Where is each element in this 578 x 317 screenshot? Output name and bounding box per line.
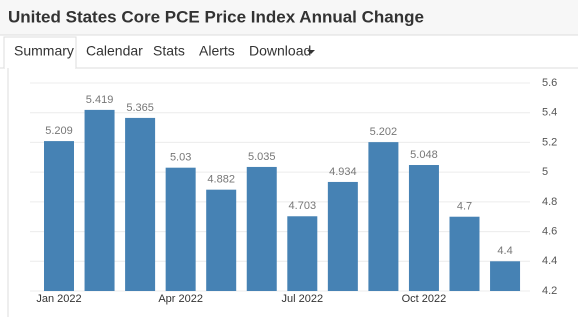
value-label: 5.048 <box>410 149 438 161</box>
value-label: 5.03 <box>170 152 191 164</box>
active-tab-border <box>3 36 77 68</box>
value-label: 5.209 <box>45 125 73 137</box>
value-label: 5.035 <box>248 151 276 163</box>
x-tick-label: Jul 2022 <box>282 293 324 305</box>
x-tick-label: Apr 2022 <box>158 293 203 305</box>
y-tick-label: 4.4 <box>542 255 557 267</box>
tab[interactable]: Alerts <box>199 43 235 59</box>
bar <box>327 181 358 291</box>
dropdown-caret <box>307 50 315 54</box>
tab[interactable]: Summary <box>14 43 74 59</box>
value-label: 5.365 <box>126 102 154 114</box>
value-label: 4.4 <box>497 245 512 257</box>
y-tick-label: 5.4 <box>542 107 557 119</box>
bar <box>490 261 521 291</box>
x-tick-label: Jan 2022 <box>36 293 81 305</box>
bar <box>206 189 237 291</box>
value-label: 5.202 <box>370 126 398 138</box>
y-tick-label: 4.8 <box>542 196 557 208</box>
x-tick-label: Oct 2022 <box>402 293 447 305</box>
tab[interactable]: Download <box>249 43 311 59</box>
bar <box>408 165 439 291</box>
bar <box>84 109 115 292</box>
y-tick-label: 5.2 <box>542 136 557 148</box>
bar <box>246 166 277 291</box>
value-label: 4.934 <box>329 166 357 178</box>
value-label: 4.882 <box>207 174 235 186</box>
y-tick-label: 4.6 <box>542 225 557 237</box>
bar <box>125 117 156 292</box>
y-tick-label: 5.6 <box>542 77 557 89</box>
value-label: 5.419 <box>86 94 114 106</box>
bar <box>368 142 399 291</box>
tab[interactable]: Calendar <box>86 43 143 59</box>
value-label: 4.703 <box>289 200 317 212</box>
bar <box>287 216 318 291</box>
bar <box>449 216 480 291</box>
title-bar <box>0 0 578 35</box>
page-title: United States Core PCE Price Index Annua… <box>8 7 424 26</box>
tab[interactable]: Stats <box>153 43 185 59</box>
y-tick-label: 4.2 <box>542 285 557 297</box>
plot: 4.2 4.4 4.6 4.8 5 5.2 5.4 5.6 5.209 Jan 2022 5.419… <box>30 77 557 305</box>
bar <box>44 141 74 291</box>
y-tick-label: 5 <box>542 166 548 178</box>
bar <box>165 167 196 291</box>
value-label: 4.7 <box>457 201 472 213</box>
